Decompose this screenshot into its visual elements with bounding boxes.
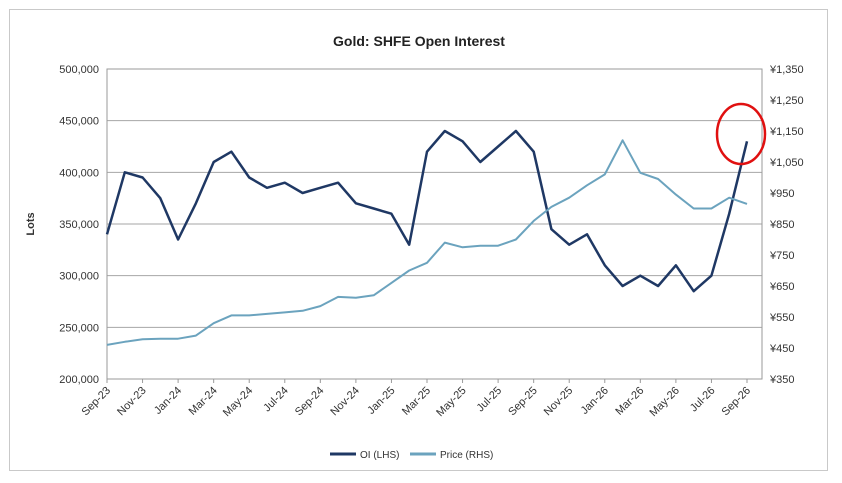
x-tick-label: May-25 [434,385,468,419]
x-tick-label: Jan-26 [579,385,611,417]
right-tick-label: ¥650 [769,281,794,293]
x-tick-label: Mar-25 [400,385,433,418]
right-tick-label: ¥1,350 [769,64,804,76]
x-tick-label: May-24 [221,385,255,419]
legend: OI (LHS) Price (RHS) [330,450,493,461]
x-tick-label: Sep-25 [506,385,540,419]
series-line-oi [105,129,749,293]
left-tick-label: 200,000 [59,374,99,386]
right-tick-label: ¥1,150 [769,126,804,138]
x-axis-ticks: Sep-23 Nov-23 Jan-24 Mar-24 May-24 Jul-24 Sep-… [80,379,754,419]
right-tick-label: ¥750 [769,250,794,262]
x-tick-label: Nov-25 [542,385,576,419]
left-tick-label: 400,000 [59,167,99,179]
x-tick-label: May-26 [648,385,682,419]
annotation-circle [715,102,767,166]
left-tick-label: 250,000 [59,322,99,334]
plot-area-border [106,68,763,380]
x-tick-label: Jul-25 [475,385,505,415]
x-tick-label: Sep-26 [720,385,754,419]
x-tick-label: Mar-26 [613,385,646,418]
x-tick-label: Nov-23 [115,385,149,419]
x-tick-label: Jan-25 [365,385,397,417]
x-tick-label: Jan-24 [152,385,184,417]
x-tick-label: Sep-24 [293,385,327,419]
left-tick-label: 300,000 [59,271,99,283]
legend-label-price: Price (RHS) [440,450,493,461]
right-tick-label: ¥950 [769,188,794,200]
x-tick-label: Mar-24 [187,385,220,418]
right-tick-label: ¥850 [769,219,794,231]
series-layer [105,129,749,346]
x-tick-label: Sep-23 [80,385,114,419]
x-tick-label: Nov-24 [328,385,362,419]
chart-frame: Gold: SHFE Open Interest 200,000 250,000 3… [9,9,828,471]
right-tick-label: ¥350 [769,374,794,386]
x-tick-label: Jul-24 [261,385,291,415]
x-tick-label: Jul-26 [688,385,718,415]
right-axis-ticks: ¥350 ¥450 ¥550 ¥650 ¥750 ¥850 ¥950 ¥1,050 ¥1,150… [769,64,804,386]
chart-svg: Gold: SHFE Open Interest 200,000 250,000 3… [25,33,804,461]
left-axis-ticks: 200,000 250,000 300,000 350,000 400,000 450,0… [59,64,99,386]
right-tick-label: ¥1,050 [769,157,804,169]
left-axis-title: Lots [25,212,37,235]
series-line-price [106,139,748,346]
gridlines [107,120,762,328]
left-tick-label: 500,000 [59,64,99,76]
left-tick-label: 350,000 [59,219,99,231]
left-tick-label: 450,000 [59,116,99,128]
chart-title: Gold: SHFE Open Interest [333,33,505,49]
right-tick-label: ¥450 [769,343,794,355]
right-tick-label: ¥550 [769,312,794,324]
legend-label-oi: OI (LHS) [360,450,399,461]
right-tick-label: ¥1,250 [769,95,804,107]
